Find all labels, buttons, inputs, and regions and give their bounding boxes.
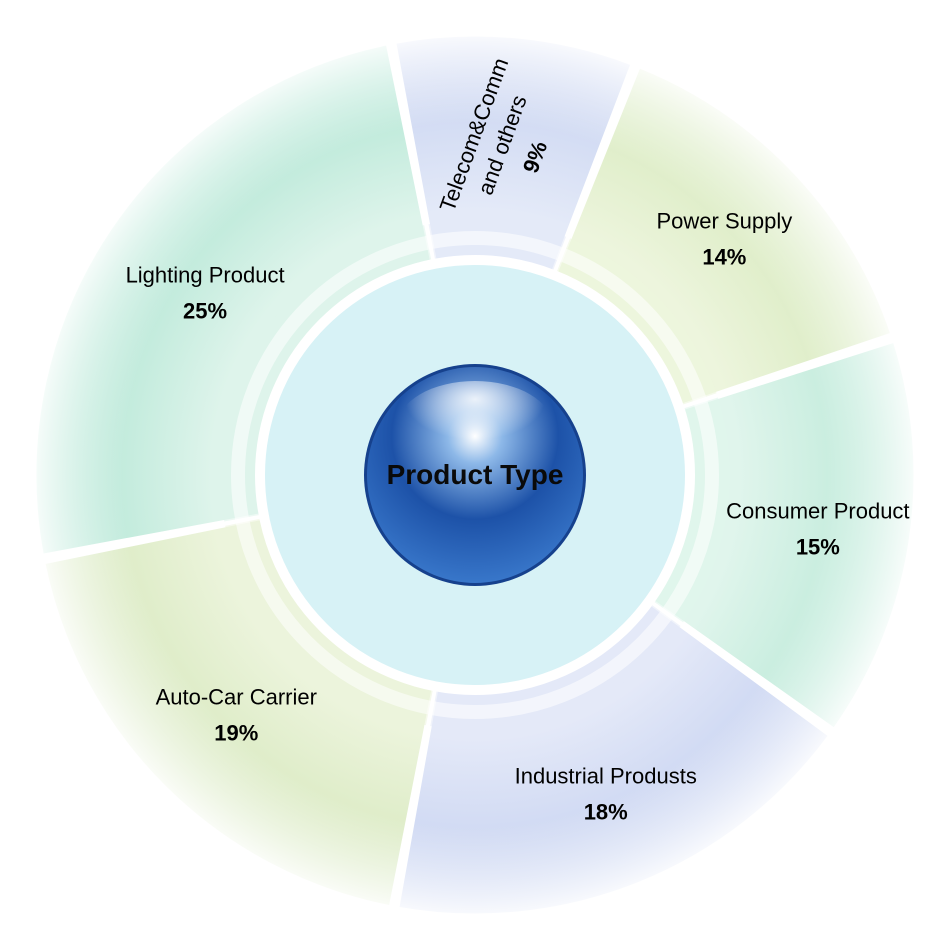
donut-chart: Product Type Telecom&Comm and others9%Po… xyxy=(0,0,950,950)
pie-svg xyxy=(0,0,950,950)
center-sphere-shine xyxy=(397,381,553,472)
